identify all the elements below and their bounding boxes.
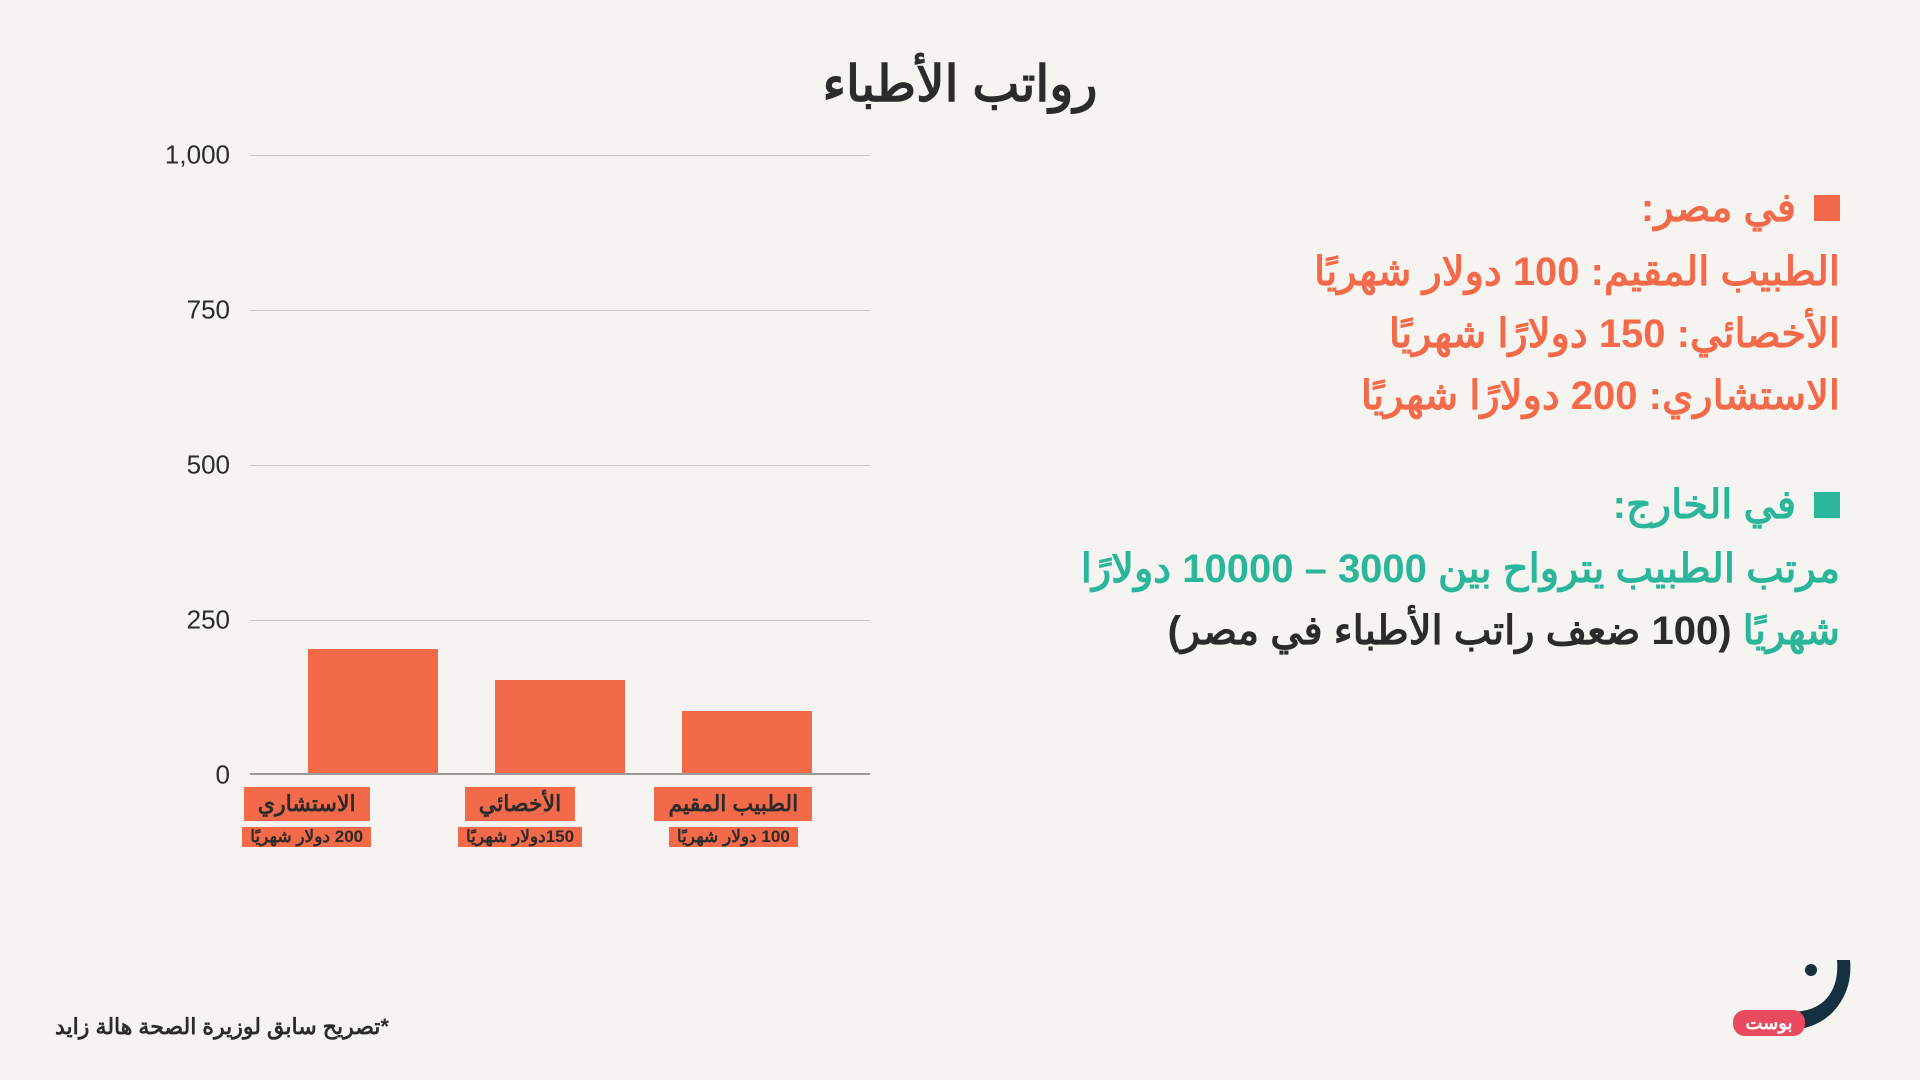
square-icon — [1814, 195, 1840, 221]
bar-slot — [490, 680, 630, 773]
y-axis-label: 1,000 — [130, 140, 230, 171]
bar — [682, 711, 812, 773]
bar-value-label: 200 دولار شهريًا — [242, 827, 371, 847]
abroad-line-2-suffix: (100 ضعف راتب الأطباء في مصر) — [1168, 609, 1743, 653]
bar-value-label: 150دولار شهريًا — [458, 827, 582, 847]
logo-badge-text: بوست — [1745, 1013, 1792, 1034]
abroad-line-1: مرتب الطبيب يترواح بين 3000 – 10000 دولا… — [880, 538, 1840, 600]
y-axis-label: 250 — [130, 605, 230, 636]
bars-container — [250, 155, 870, 773]
bar-name: الأخصائي — [465, 787, 576, 821]
bar-name: الطبيب المقيم — [654, 787, 812, 821]
abroad-heading-text: في الخارج: — [1613, 482, 1796, 528]
bar-name: الاستشاري — [244, 787, 370, 821]
y-axis-label: 500 — [130, 450, 230, 481]
chart-plot-area — [250, 155, 870, 775]
info-panel: في مصر: الطبيب المقيم: 100 دولار شهريًا … — [880, 185, 1840, 662]
bar-slot — [677, 711, 817, 773]
bar-captions: الطبيب المقيم 100 دولار شهريًا الأخصائي 150… — [170, 787, 870, 847]
bar — [308, 649, 438, 773]
bar-value-label: 100 دولار شهريًا — [669, 827, 798, 847]
salary-bar-chart: الطبيب المقيم100 دولار شهريًاالأخصائي150… — [170, 155, 870, 835]
egypt-line: الأخصائي: 150 دولارًا شهريًا — [880, 303, 1840, 365]
square-icon — [1814, 492, 1840, 518]
bar-caption: الطبيب المقيم 100 دولار شهريًا — [643, 787, 823, 847]
egypt-lines: الطبيب المقيم: 100 دولار شهريًا الأخصائي… — [880, 241, 1840, 427]
footnote: *تصريح سابق لوزيرة الصحة هالة زايد — [55, 1014, 389, 1040]
abroad-heading: في الخارج: — [880, 482, 1840, 528]
y-axis-label: 0 — [130, 760, 230, 791]
egypt-line: الطبيب المقيم: 100 دولار شهريًا — [880, 241, 1840, 303]
brand-logo: بوست — [1715, 950, 1865, 1050]
bar-slot — [303, 649, 443, 773]
abroad-line-2: شهريًا (100 ضعف راتب الأطباء في مصر) — [880, 600, 1840, 662]
logo-dot-icon — [1805, 964, 1817, 976]
page-title: رواتب الأطباء — [0, 55, 1920, 113]
egypt-heading-text: في مصر: — [1641, 185, 1796, 231]
bar-caption: الأخصائي 150دولار شهريًا — [430, 787, 610, 847]
abroad-line-2-prefix: شهريًا — [1743, 609, 1840, 653]
egypt-line: الاستشاري: 200 دولارًا شهريًا — [880, 365, 1840, 427]
bar-caption: الاستشاري 200 دولار شهريًا — [217, 787, 397, 847]
y-axis-label: 750 — [130, 295, 230, 326]
egypt-heading: في مصر: — [880, 185, 1840, 231]
bar — [495, 680, 625, 773]
